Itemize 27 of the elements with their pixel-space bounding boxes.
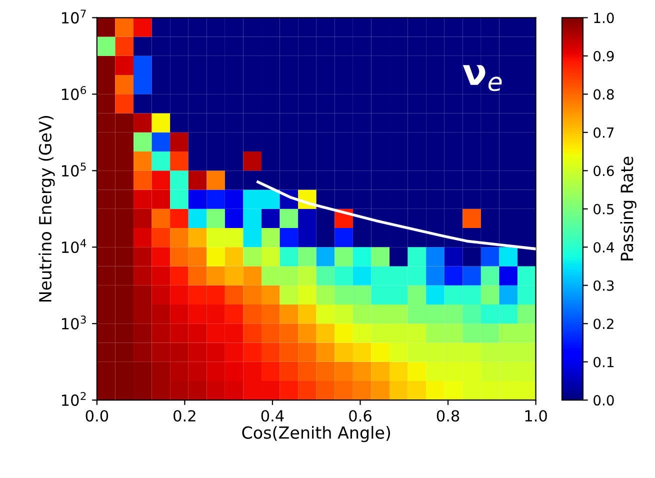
x-tick-label: 0.2 — [174, 410, 196, 422]
color-bar-label: 0.4 — [594, 242, 614, 253]
y-tick-label: 10$^{7}$ — [62, 10, 86, 24]
y-tick-label: 10$^{3}$ — [62, 316, 86, 330]
color-bar-label: 0.8 — [594, 89, 614, 100]
color-bar-label: 0.2 — [594, 318, 614, 330]
color-bar-label: 0.3 — [594, 280, 614, 291]
x-tick-label: 0.0 — [86, 410, 108, 422]
color-bar-label: 0.6 — [594, 166, 614, 176]
y-tick-label: 10$^{5}$ — [62, 162, 86, 177]
color-bar-label: 0.0 — [594, 395, 614, 406]
y-tick-label: 10$^{2}$ — [62, 392, 86, 406]
x-tick-label: 1.0 — [525, 410, 547, 422]
color-bar-label: 0.1 — [594, 356, 614, 368]
color-bar-label: 0.7 — [594, 127, 614, 138]
x-tick-label: 0.4 — [261, 410, 284, 422]
annotation: ν$_{e}$ — [462, 65, 502, 92]
x-axis-title: Cos(Zenith Angle) — [242, 426, 390, 442]
color-bar-title: Passing Rate — [620, 156, 636, 260]
color-bar-label: 1.0 — [594, 12, 614, 24]
color-bar-label: 0.9 — [594, 50, 614, 62]
y-tick-label: 10$^{6}$ — [62, 86, 86, 100]
x-tick-label: 0.8 — [436, 410, 460, 422]
color-bar-label: 0.5 — [594, 204, 614, 214]
y-axis-title: Neutrino Energy (GeV) — [38, 116, 55, 302]
y-tick-label: 10$^{4}$ — [62, 239, 86, 254]
x-tick-label: 0.6 — [349, 410, 372, 422]
